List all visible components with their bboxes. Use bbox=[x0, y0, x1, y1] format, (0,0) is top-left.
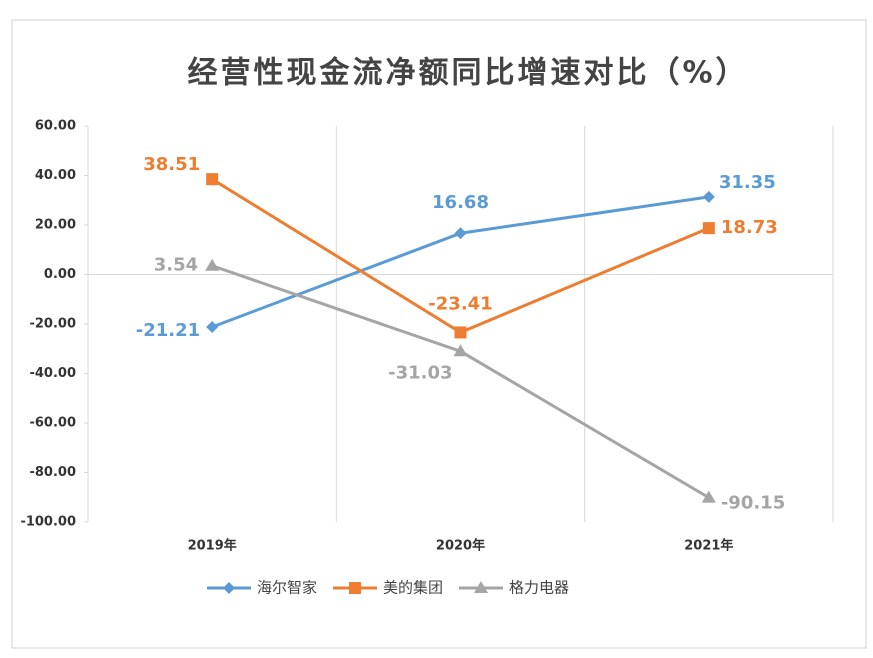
y-tick-label: -60.00 bbox=[29, 416, 76, 431]
marker bbox=[454, 227, 467, 240]
legend-marker bbox=[349, 582, 361, 594]
chart-title: 经营性现金流净额同比增速对比（%） bbox=[187, 56, 748, 91]
y-tick-label: -100.00 bbox=[20, 515, 76, 530]
legend-label: 格力电器 bbox=[509, 579, 569, 597]
data-label: -21.21 bbox=[136, 320, 200, 341]
marker bbox=[205, 258, 220, 271]
y-tick-label: -80.00 bbox=[29, 465, 76, 480]
y-tick-label: -40.00 bbox=[29, 366, 76, 381]
data-label: 18.73 bbox=[721, 217, 778, 238]
marker bbox=[702, 190, 715, 203]
data-label: 16.68 bbox=[432, 192, 489, 213]
x-tick-label: 2020年 bbox=[436, 538, 485, 554]
legend-label: 美的集团 bbox=[383, 579, 443, 597]
marker bbox=[206, 320, 219, 333]
marker bbox=[701, 490, 716, 503]
marker bbox=[206, 173, 219, 186]
chart-border bbox=[11, 19, 867, 649]
legend-marker bbox=[223, 582, 235, 594]
legend-marker bbox=[474, 581, 488, 593]
data-label: 38.51 bbox=[143, 154, 200, 175]
y-tick-label: 60.00 bbox=[35, 119, 76, 134]
data-label: -31.03 bbox=[388, 362, 452, 383]
marker bbox=[702, 222, 715, 235]
marker bbox=[454, 326, 467, 339]
x-tick-label: 2021年 bbox=[684, 538, 733, 554]
x-tick-label: 2019年 bbox=[188, 538, 237, 554]
data-label: -23.41 bbox=[428, 293, 492, 314]
legend-label: 海尔智家 bbox=[257, 579, 317, 597]
data-label: 3.54 bbox=[154, 255, 198, 276]
data-label: 31.35 bbox=[719, 172, 776, 193]
y-tick-label: 20.00 bbox=[35, 218, 76, 233]
y-tick-label: -20.00 bbox=[29, 317, 76, 332]
y-tick-label: 40.00 bbox=[35, 168, 76, 183]
data-label: -90.15 bbox=[721, 493, 785, 514]
marker bbox=[453, 344, 468, 357]
y-tick-label: 0.00 bbox=[44, 267, 76, 282]
